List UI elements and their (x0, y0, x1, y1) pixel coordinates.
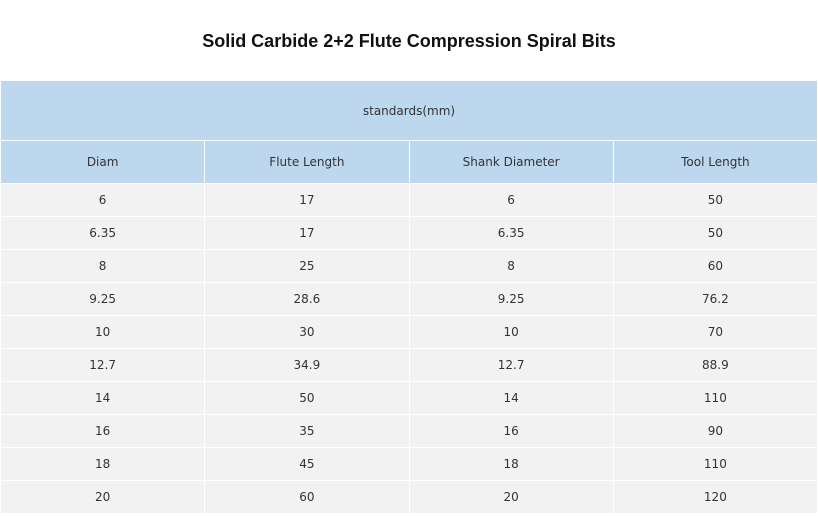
table-cell: 10 (408, 315, 614, 349)
table-row: 16 35 16 90 (0, 414, 818, 448)
table-row: 6 17 6 50 (0, 183, 818, 217)
column-header: Shank Diameter (408, 140, 614, 184)
table-cell: 16 (408, 414, 614, 448)
table-cell: 14 (0, 381, 206, 415)
table-cell: 50 (204, 381, 410, 415)
column-row: Diam Flute Length Shank Diameter Tool Lengt… (0, 140, 818, 184)
table-cell: 18 (408, 447, 614, 481)
table-cell: 16 (0, 414, 206, 448)
table-row: 14 50 14 110 (0, 381, 818, 415)
table-cell: 12.7 (0, 348, 206, 382)
table-cell: 25 (204, 249, 410, 283)
table-row: 9.25 28.6 9.25 76.2 (0, 282, 818, 316)
table-row: 18 45 18 110 (0, 447, 818, 481)
table-cell: 50 (612, 216, 818, 250)
table-cell: 6.35 (408, 216, 614, 250)
table-cell: 8 (408, 249, 614, 283)
table-cell: 45 (204, 447, 410, 481)
table-row: 8 25 8 60 (0, 249, 818, 283)
table-cell: 34.9 (204, 348, 410, 382)
table-cell: 18 (0, 447, 206, 481)
table-cell: 60 (612, 249, 818, 283)
table-cell: 30 (204, 315, 410, 349)
table-cell: 6 (408, 183, 614, 217)
table-cell: 76.2 (612, 282, 818, 316)
table-cell: 28.6 (204, 282, 410, 316)
column-header: Tool Length (612, 140, 818, 184)
table-cell: 6.35 (0, 216, 206, 250)
table-row: 12.7 34.9 12.7 88.9 (0, 348, 818, 382)
table-cell: 10 (0, 315, 206, 349)
table-head: standards(mm) Diam Flute Length Shank Diam… (0, 80, 818, 184)
table-row: 20 60 20 120 (0, 480, 818, 514)
table-cell: 90 (612, 414, 818, 448)
table-cell: 20 (0, 480, 206, 514)
table-cell: 50 (612, 183, 818, 217)
table-row: 6.35 17 6.35 50 (0, 216, 818, 250)
table-cell: 20 (408, 480, 614, 514)
table-cell: 35 (204, 414, 410, 448)
spec-table: standards(mm) Diam Flute Length Shank Diam… (0, 80, 818, 514)
table-cell: 6 (0, 183, 206, 217)
table-cell: 70 (612, 315, 818, 349)
table-cell: 8 (0, 249, 206, 283)
table-cell: 9.25 (408, 282, 614, 316)
table-body: 6 17 6 50 6.35 17 6.35 50 8 25 8 60 9.25 28.6 9.25 76.2… (0, 183, 818, 514)
table-cell: 120 (612, 480, 818, 514)
group-header: standards(mm) (0, 80, 818, 141)
table-cell: 110 (612, 381, 818, 415)
group-row: standards(mm) (0, 80, 818, 141)
table-cell: 88.9 (612, 348, 818, 382)
table-cell: 17 (204, 216, 410, 250)
table-cell: 60 (204, 480, 410, 514)
page-title: Solid Carbide 2+2 Flute Compression Spir… (202, 31, 616, 51)
table-cell: 9.25 (0, 282, 206, 316)
table-cell: 12.7 (408, 348, 614, 382)
table-cell: 14 (408, 381, 614, 415)
table-cell: 110 (612, 447, 818, 481)
table-cell: 17 (204, 183, 410, 217)
column-header: Flute Length (204, 140, 410, 184)
table-row: 10 30 10 70 (0, 315, 818, 349)
column-header: Diam (0, 140, 206, 184)
